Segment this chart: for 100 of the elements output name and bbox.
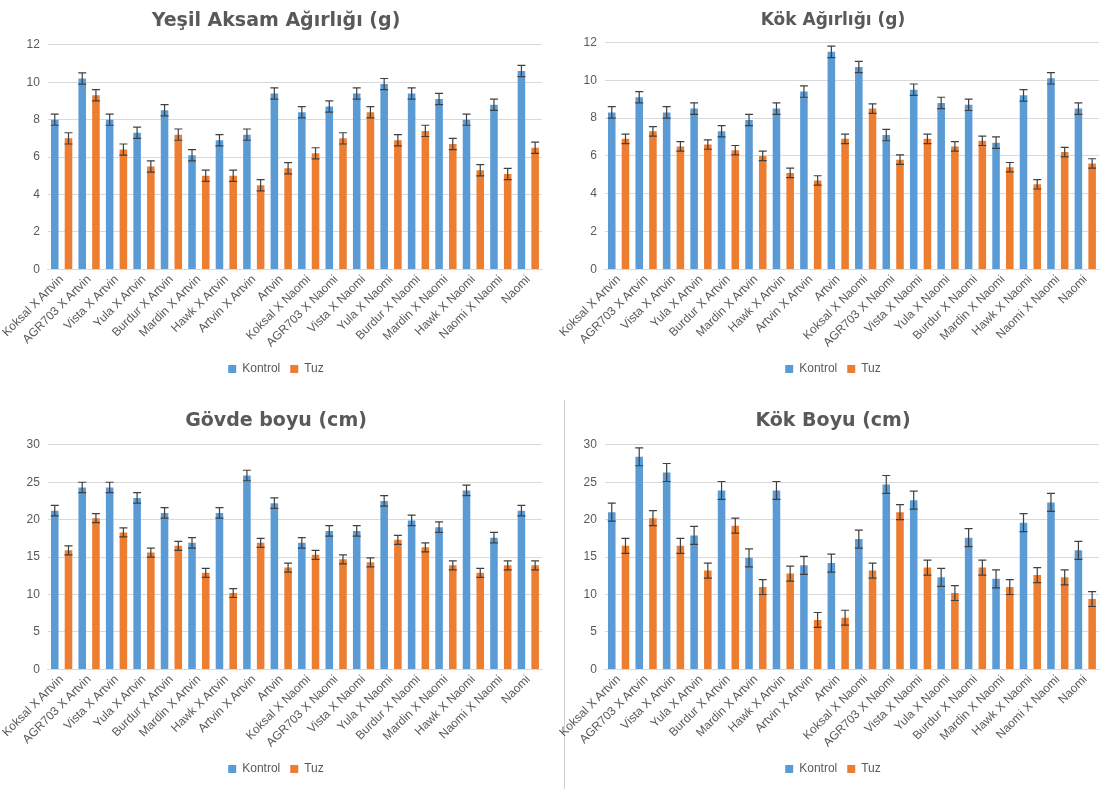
bar (490, 104, 498, 269)
bar (50, 119, 59, 269)
bar (649, 518, 657, 669)
bar (229, 175, 237, 269)
bar (772, 108, 781, 269)
bar (339, 138, 347, 269)
bar (731, 150, 740, 269)
bar (215, 512, 224, 669)
bar (517, 71, 526, 269)
bar (503, 173, 512, 269)
y-tick-label: 0 (590, 261, 598, 276)
y-tick-label: 15 (583, 549, 598, 564)
bar (298, 112, 306, 269)
legend-label: Tuz (861, 761, 881, 776)
bar (50, 510, 59, 669)
bar (800, 565, 808, 669)
bar (978, 140, 987, 269)
bar (298, 542, 306, 669)
bar (1074, 108, 1083, 269)
y-tick-label: 0 (33, 661, 41, 676)
bar (119, 149, 128, 269)
bar (909, 500, 918, 669)
bar (490, 537, 498, 669)
bar (827, 563, 836, 669)
bar (621, 138, 630, 269)
bar (188, 155, 196, 269)
bar (133, 497, 141, 669)
bar (256, 185, 265, 269)
bar (462, 490, 471, 669)
bar (531, 147, 539, 269)
bar (786, 172, 794, 269)
y-tick-label: 6 (33, 149, 41, 164)
y-tick-label: 12 (583, 34, 598, 49)
bar (64, 138, 73, 269)
bar (78, 78, 86, 269)
bar (147, 552, 155, 669)
bar (1047, 78, 1055, 269)
bar (758, 155, 767, 269)
bar (800, 91, 808, 269)
bar (229, 593, 237, 669)
chart-title: Yeşil Aksam Ağırlığı (g) (150, 8, 401, 31)
bar (1033, 575, 1042, 669)
y-tick-label: 25 (26, 474, 41, 489)
bar (1047, 502, 1055, 669)
bar (813, 180, 822, 269)
bar (421, 547, 430, 669)
bar (964, 104, 973, 269)
y-tick-label: 0 (33, 261, 41, 276)
bar (366, 562, 375, 669)
bar (256, 542, 265, 669)
bar (1006, 587, 1014, 669)
bar (160, 512, 169, 669)
bar (174, 134, 183, 269)
bar (352, 530, 361, 669)
bar (745, 557, 753, 669)
bar (243, 475, 251, 669)
bar (841, 138, 849, 269)
bar (105, 119, 114, 269)
bar (676, 146, 685, 269)
y-tick-label: 8 (33, 111, 41, 126)
bar (201, 175, 210, 269)
y-tick-label: 4 (590, 186, 598, 201)
bar (160, 110, 169, 269)
bar (517, 510, 526, 669)
bar (174, 545, 183, 669)
y-tick-label: 20 (583, 511, 598, 526)
bar (731, 525, 740, 669)
bar (662, 112, 671, 269)
y-tick-label: 10 (26, 586, 41, 601)
bar (635, 456, 643, 669)
bar (951, 146, 959, 269)
bar (476, 170, 485, 269)
bar (758, 587, 767, 669)
bar (855, 66, 863, 269)
bar (394, 539, 402, 669)
bar (339, 559, 347, 669)
bar (476, 572, 485, 669)
legend-label: Tuz (304, 361, 324, 376)
bar (188, 542, 196, 669)
bar (394, 140, 402, 269)
bar (868, 570, 877, 669)
legend-label: Kontrol (242, 761, 281, 776)
bar (635, 97, 643, 269)
bar (270, 503, 279, 669)
legend-label: Tuz (304, 761, 324, 776)
bar (1060, 577, 1069, 669)
y-tick-label: 8 (590, 110, 598, 125)
bar (1033, 184, 1042, 269)
chart-title: Kök Ağırlığı (g) (760, 8, 906, 29)
bar (772, 490, 781, 669)
bar (366, 112, 375, 269)
bar (992, 142, 1000, 269)
y-tick-label: 15 (26, 549, 41, 564)
bar (786, 573, 794, 669)
bar (662, 472, 671, 669)
bar (215, 140, 224, 269)
bar (92, 518, 100, 669)
bar (607, 112, 616, 269)
y-tick-label: 10 (583, 72, 598, 87)
bar (147, 166, 155, 269)
